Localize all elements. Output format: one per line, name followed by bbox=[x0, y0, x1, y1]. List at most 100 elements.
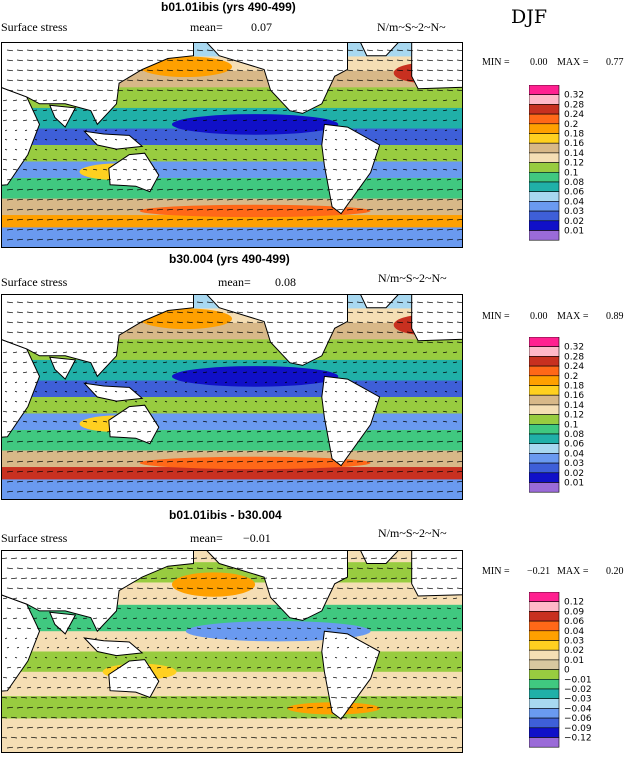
stress-vector bbox=[404, 129, 408, 132]
stress-vector bbox=[216, 228, 224, 231]
stress-vector bbox=[270, 577, 278, 580]
stress-vector bbox=[316, 208, 324, 211]
stress-vector bbox=[166, 311, 174, 314]
stress-vector bbox=[36, 178, 42, 181]
stress-vector bbox=[370, 557, 378, 560]
stress-vector bbox=[86, 49, 94, 52]
stress-vector bbox=[212, 597, 218, 600]
colorbar-level-label: 0.06 bbox=[564, 440, 584, 450]
stress-vector bbox=[222, 371, 228, 374]
stress-vector bbox=[22, 597, 28, 600]
stress-vector bbox=[222, 617, 228, 620]
stress-vector bbox=[386, 490, 394, 493]
stress-vector bbox=[212, 617, 218, 620]
stress-vector bbox=[436, 490, 444, 493]
stress-vector bbox=[62, 410, 68, 413]
panel-2-title: b30.004 (yrs 490-499) bbox=[169, 252, 290, 266]
stress-vector bbox=[26, 188, 34, 191]
stress-vector bbox=[122, 617, 128, 620]
stress-vector bbox=[306, 79, 314, 82]
stress-vector bbox=[220, 736, 228, 739]
stress-vector bbox=[156, 686, 162, 689]
stress-vector bbox=[266, 321, 274, 324]
stress-vector bbox=[76, 686, 82, 689]
stress-vector bbox=[54, 400, 58, 403]
stress-vector bbox=[6, 198, 14, 201]
stress-vector bbox=[246, 450, 254, 453]
stress-vector bbox=[12, 99, 18, 102]
stress-vector bbox=[86, 321, 94, 324]
colorbar-level-label: 0.01 bbox=[564, 479, 584, 489]
stress-vector bbox=[292, 617, 298, 620]
stress-vector bbox=[36, 607, 42, 610]
stress-vector bbox=[316, 79, 324, 82]
stress-vector bbox=[280, 736, 288, 739]
stress-vector bbox=[324, 148, 328, 151]
stress-vector bbox=[144, 129, 148, 132]
stress-vector bbox=[156, 198, 164, 201]
stress-vector bbox=[266, 726, 274, 729]
stress-vector bbox=[362, 617, 368, 620]
stress-vector bbox=[362, 676, 368, 679]
stress-vector bbox=[316, 311, 324, 314]
panel-3-min-value: −0.21 bbox=[527, 566, 551, 577]
stress-vector bbox=[124, 129, 128, 132]
stress-vector bbox=[152, 371, 158, 374]
stress-vector bbox=[326, 188, 334, 191]
stress-vector bbox=[184, 400, 188, 403]
stress-vector bbox=[444, 637, 448, 640]
stress-vector bbox=[426, 587, 434, 590]
stress-vector bbox=[180, 716, 188, 719]
stress-vector bbox=[136, 178, 142, 181]
stress-vector bbox=[400, 557, 408, 560]
stress-vector bbox=[236, 567, 244, 570]
stress-vector bbox=[56, 460, 64, 463]
stress-vector bbox=[26, 331, 34, 334]
stress-vector bbox=[146, 208, 154, 211]
stress-vector bbox=[146, 178, 152, 181]
stress-vector bbox=[316, 188, 324, 191]
stress-vector bbox=[352, 371, 358, 374]
stress-vector bbox=[86, 480, 94, 483]
stress-vector bbox=[116, 59, 124, 62]
stress-vector bbox=[20, 736, 28, 739]
stress-vector bbox=[296, 430, 302, 433]
stress-vector bbox=[176, 341, 184, 344]
stress-vector bbox=[446, 460, 454, 463]
stress-vector bbox=[256, 666, 262, 669]
stress-vector bbox=[206, 321, 214, 324]
stress-vector bbox=[126, 440, 134, 443]
stress-vector bbox=[216, 301, 224, 304]
colorbar-box-4 bbox=[529, 123, 560, 134]
stress-vector bbox=[286, 89, 294, 92]
stress-vector bbox=[346, 341, 354, 344]
stress-vector bbox=[34, 381, 38, 384]
stress-vector bbox=[66, 89, 74, 92]
stress-vector bbox=[312, 351, 318, 354]
stress-vector bbox=[426, 686, 432, 689]
stress-vector bbox=[322, 676, 328, 679]
stress-vector bbox=[442, 168, 448, 171]
stress-vector bbox=[382, 351, 388, 354]
stress-vector bbox=[172, 168, 178, 171]
stress-vector bbox=[346, 188, 354, 191]
stress-vector bbox=[256, 89, 264, 92]
stress-vector bbox=[12, 119, 18, 122]
stress-vector bbox=[390, 736, 398, 739]
stress-vector bbox=[214, 390, 218, 393]
stress-vector bbox=[96, 746, 104, 749]
stress-vector bbox=[104, 129, 108, 132]
stress-vector bbox=[454, 129, 458, 132]
stress-vector bbox=[16, 341, 24, 344]
stress-vector bbox=[432, 410, 438, 413]
stress-vector bbox=[246, 440, 254, 443]
stress-vector bbox=[76, 49, 84, 52]
stress-vector bbox=[234, 637, 238, 640]
stress-vector bbox=[390, 577, 398, 580]
stress-vector bbox=[446, 430, 452, 433]
stress-vector bbox=[262, 168, 268, 171]
stress-vector bbox=[286, 228, 294, 231]
stress-vector bbox=[374, 656, 378, 659]
stress-vector bbox=[90, 577, 98, 580]
stress-vector bbox=[246, 321, 254, 324]
